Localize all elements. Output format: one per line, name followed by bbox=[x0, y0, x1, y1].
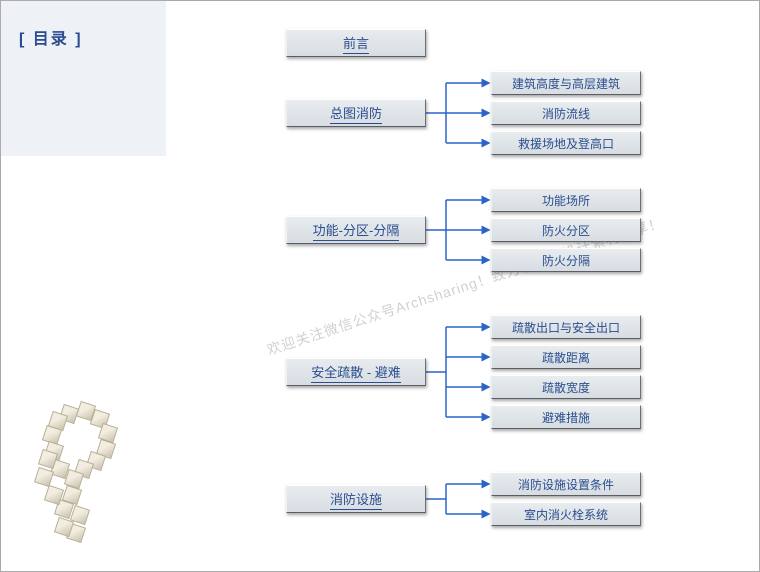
toc-parent-label: 安全疏散 - 避难 bbox=[311, 362, 401, 383]
toc-parent-4[interactable]: 消防设施 bbox=[286, 485, 426, 513]
toc-parent-2[interactable]: 功能-分区-分隔 bbox=[286, 216, 426, 244]
toc-child-3-3[interactable]: 避难措施 bbox=[491, 405, 641, 429]
toc-diagram: 欢迎关注微信公众号Archsharing！致力于精品设计素材分享！ 前言总图消防… bbox=[171, 1, 759, 571]
page-title: [ 目录 ] bbox=[19, 25, 83, 49]
toc-parent-label: 前言 bbox=[343, 33, 369, 54]
toc-child-3-2[interactable]: 疏散宽度 bbox=[491, 375, 641, 399]
toc-child-1-1[interactable]: 消防流线 bbox=[491, 101, 641, 125]
toc-parent-3[interactable]: 安全疏散 - 避难 bbox=[286, 358, 426, 386]
qm-cube bbox=[34, 467, 54, 487]
toc-parent-0[interactable]: 前言 bbox=[286, 29, 426, 57]
toc-child-3-0[interactable]: 疏散出口与安全出口 bbox=[491, 315, 641, 339]
toc-child-4-1[interactable]: 室内消火栓系统 bbox=[491, 502, 641, 526]
toc-parent-1[interactable]: 总图消防 bbox=[286, 99, 426, 127]
toc-parent-label: 功能-分区-分隔 bbox=[313, 220, 400, 241]
connector-lines bbox=[171, 1, 759, 571]
toc-child-2-2[interactable]: 防火分隔 bbox=[491, 248, 641, 272]
page: [ 目录 ] 欢迎关注微信公众号Archsharing！致力于精品设计素材分享！… bbox=[0, 0, 760, 572]
left-column: [ 目录 ] bbox=[1, 1, 166, 571]
toc-parent-label: 消防设施 bbox=[330, 489, 382, 510]
toc-child-4-0[interactable]: 消防设施设置条件 bbox=[491, 472, 641, 496]
toc-child-3-1[interactable]: 疏散距离 bbox=[491, 345, 641, 369]
question-mark-graphic bbox=[16, 401, 156, 551]
toc-child-2-1[interactable]: 防火分区 bbox=[491, 218, 641, 242]
toc-child-2-0[interactable]: 功能场所 bbox=[491, 188, 641, 212]
toc-child-1-0[interactable]: 建筑高度与高层建筑 bbox=[491, 71, 641, 95]
toc-child-1-2[interactable]: 救援场地及登高口 bbox=[491, 131, 641, 155]
toc-parent-label: 总图消防 bbox=[330, 103, 382, 124]
title-block: [ 目录 ] bbox=[1, 1, 166, 156]
